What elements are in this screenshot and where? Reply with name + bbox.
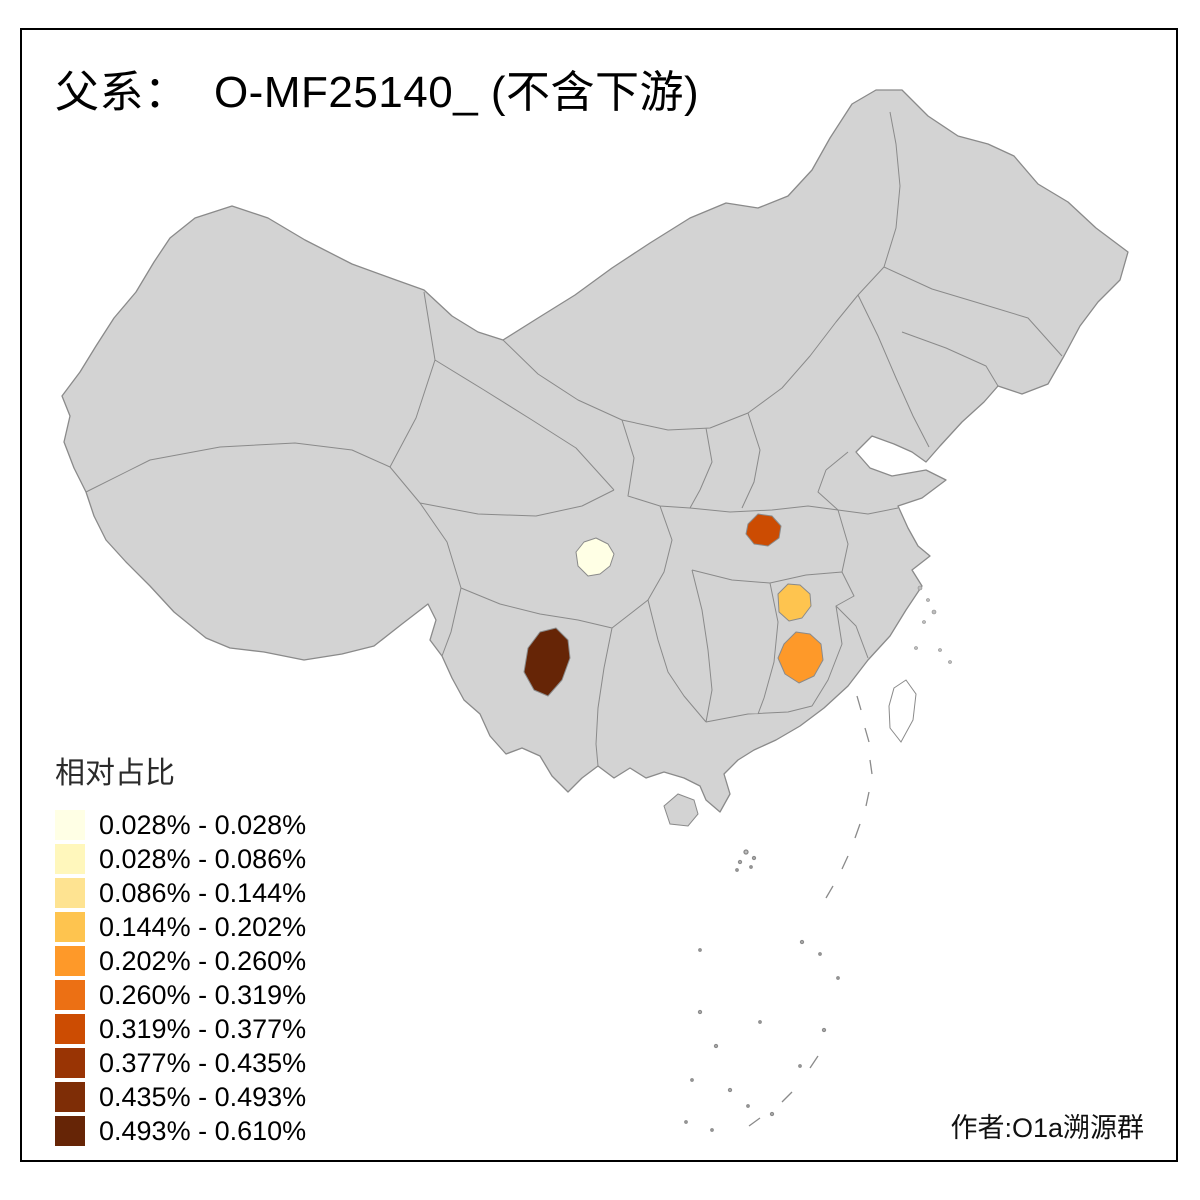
mainland-china: [61, 89, 1129, 813]
legend-label: 0.144% - 0.202%: [99, 911, 307, 942]
south-china-sea-islands: [684, 695, 873, 1132]
legend-item: 0.435% - 0.493%: [55, 1080, 306, 1114]
region-sichuan-basin: [575, 537, 615, 577]
legend-item: 0.260% - 0.319%: [55, 978, 306, 1012]
region-northwest-hubei: [745, 513, 782, 547]
legend-label: 0.028% - 0.028%: [99, 809, 307, 840]
region-north-jiangxi: [777, 583, 812, 622]
legend-item: 0.319% - 0.377%: [55, 1012, 306, 1046]
legend-title: 相对占比: [55, 757, 175, 790]
legend-label: 0.260% - 0.319%: [99, 979, 307, 1010]
legend-label: 0.435% - 0.493%: [99, 1081, 307, 1112]
legend-swatch: [55, 912, 85, 942]
legend-swatch: [55, 1082, 85, 1112]
highlighted-regions: [523, 513, 824, 697]
legend-item: 0.202% - 0.260%: [55, 944, 306, 978]
region-west-yunnan: [523, 627, 571, 697]
legend-swatch: [55, 980, 85, 1010]
legend-swatch: [55, 810, 85, 840]
legend-item: 0.493% - 0.610%: [55, 1114, 306, 1148]
legend-label: 0.202% - 0.260%: [99, 945, 307, 976]
legend: 相对占比 0.028% - 0.028% 0.028% - 0.086% 0.0…: [55, 748, 306, 1148]
legend-item: 0.028% - 0.028%: [55, 808, 306, 842]
legend-swatch: [55, 1048, 85, 1078]
legend-swatch: [55, 844, 85, 874]
coastal-islands: [914, 585, 952, 664]
legend-label: 0.493% - 0.610%: [99, 1115, 307, 1146]
legend-label: 0.086% - 0.144%: [99, 877, 307, 908]
legend-item: 0.144% - 0.202%: [55, 910, 306, 944]
legend-label: 0.028% - 0.086%: [99, 843, 307, 874]
legend-swatch: [55, 946, 85, 976]
hainan-island: [663, 793, 699, 827]
legend-swatch: [55, 878, 85, 908]
region-south-jiangxi: [777, 631, 824, 684]
attribution: 作者:O1a溯源群: [950, 1113, 1144, 1143]
legend-swatch: [55, 1116, 85, 1146]
map-title: 父系： O-MF25140_ (不含下游): [55, 68, 700, 117]
legend-swatch: [55, 1014, 85, 1044]
taiwan-island: [888, 679, 917, 743]
legend-item: 0.028% - 0.086%: [55, 842, 306, 876]
legend-label: 0.319% - 0.377%: [99, 1013, 307, 1044]
legend-item: 0.377% - 0.435%: [55, 1046, 306, 1080]
province-borders: [85, 111, 1063, 767]
legend-item: 0.086% - 0.144%: [55, 876, 306, 910]
legend-label: 0.377% - 0.435%: [99, 1047, 307, 1078]
